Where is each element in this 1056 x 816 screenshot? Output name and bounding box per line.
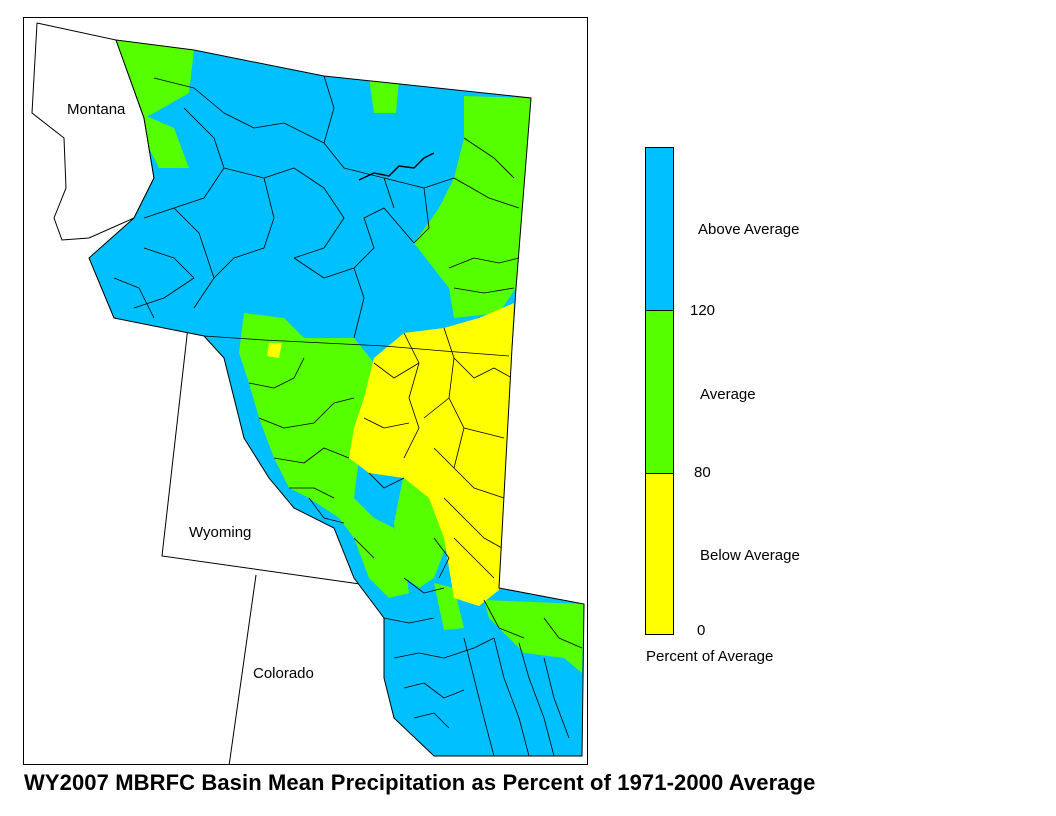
legend-swatch-above-average xyxy=(646,148,673,310)
wyoming-colorado-line xyxy=(228,574,257,764)
map-frame: Montana Wyoming Colorado xyxy=(23,17,588,765)
legend-tick-120: 120 xyxy=(690,302,716,319)
legend-label-above-average: Above Average xyxy=(698,221,800,238)
wyoming-label: Wyoming xyxy=(189,524,252,541)
legend-label-below-average: Below Average xyxy=(700,547,800,564)
average-region-west-edge xyxy=(139,113,189,168)
colorado-label: Colorado xyxy=(253,665,314,682)
basin-map xyxy=(31,22,585,764)
legend-swatch-average xyxy=(646,311,673,473)
legend-tick-0: 0 xyxy=(697,622,706,639)
average-region-southwest-strip xyxy=(434,583,464,630)
region-outline xyxy=(88,39,585,757)
basin-regions xyxy=(89,40,584,756)
legend-divider-80 xyxy=(646,473,673,474)
river-feature xyxy=(358,152,435,181)
average-region-north-strip xyxy=(369,78,399,113)
montana-label: Montana xyxy=(67,101,126,118)
below-average-region-small xyxy=(267,343,282,358)
legend-tick-80: 80 xyxy=(694,464,711,481)
legend-color-bar xyxy=(645,147,674,635)
legend-caption: Percent of Average xyxy=(646,648,774,665)
legend-divider-120 xyxy=(646,310,673,311)
map-title: WY2007 MBRFC Basin Mean Precipitation as… xyxy=(24,770,816,795)
basin-boundaries xyxy=(113,75,583,756)
below-average-region xyxy=(349,303,514,606)
legend-label-average: Average xyxy=(700,386,756,403)
legend-swatch-below-average xyxy=(646,474,673,634)
average-region-northwest xyxy=(116,40,194,118)
average-region-southeast xyxy=(484,600,584,673)
